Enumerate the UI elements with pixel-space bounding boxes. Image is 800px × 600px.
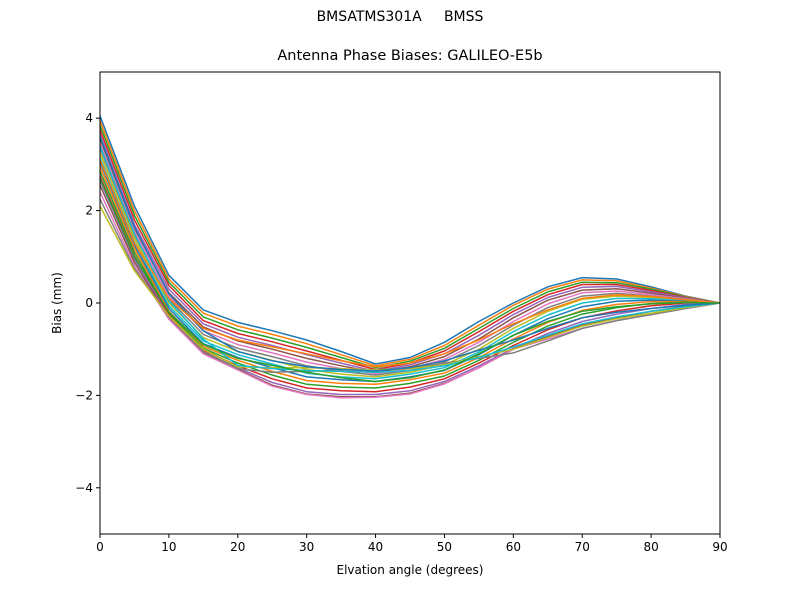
series-line — [99, 205, 721, 371]
x-tick-label: 10 — [161, 540, 176, 554]
series-line — [99, 115, 721, 365]
series-layer — [99, 115, 721, 399]
series-line — [99, 138, 721, 374]
series-line — [99, 124, 721, 369]
series-line — [99, 136, 721, 372]
series-line — [99, 175, 720, 393]
series-line — [99, 171, 721, 389]
x-axis-label: Elvation angle (degrees) — [337, 563, 484, 577]
x-tick-label: 30 — [299, 540, 314, 554]
y-tick-label: −4 — [75, 481, 93, 495]
x-tick-label: 0 — [96, 540, 104, 554]
x-tick-label: 50 — [437, 540, 452, 554]
series-line — [99, 134, 721, 373]
series-line — [99, 120, 721, 367]
y-tick-label: 4 — [85, 111, 93, 125]
y-tick-label: −2 — [75, 388, 93, 402]
y-tick-label: 0 — [85, 296, 93, 310]
x-tick-label: 90 — [712, 540, 727, 554]
y-axis-label: Bias (mm) — [50, 272, 64, 334]
chart-title: Antenna Phase Biases: GALILEO-E5b — [277, 48, 543, 64]
x-tick-label: 80 — [643, 540, 658, 554]
y-axis: −4 −2 0 2 4 — [75, 111, 100, 495]
x-axis: 0 10 20 30 40 50 60 70 80 90 — [96, 534, 728, 554]
x-tick-label: 60 — [506, 540, 521, 554]
x-tick-label: 70 — [575, 540, 590, 554]
y-tick-label: 2 — [85, 204, 93, 218]
series-line — [99, 159, 721, 368]
series-line — [99, 166, 721, 386]
series-line — [99, 157, 721, 380]
series-line — [99, 145, 721, 374]
x-tick-label: 20 — [230, 540, 245, 554]
series-line — [99, 177, 721, 383]
series-line — [99, 152, 721, 378]
x-tick-label: 40 — [368, 540, 383, 554]
series-line — [99, 161, 721, 383]
figure-suptitle: BMSATMS301A BMSS — [316, 9, 484, 25]
